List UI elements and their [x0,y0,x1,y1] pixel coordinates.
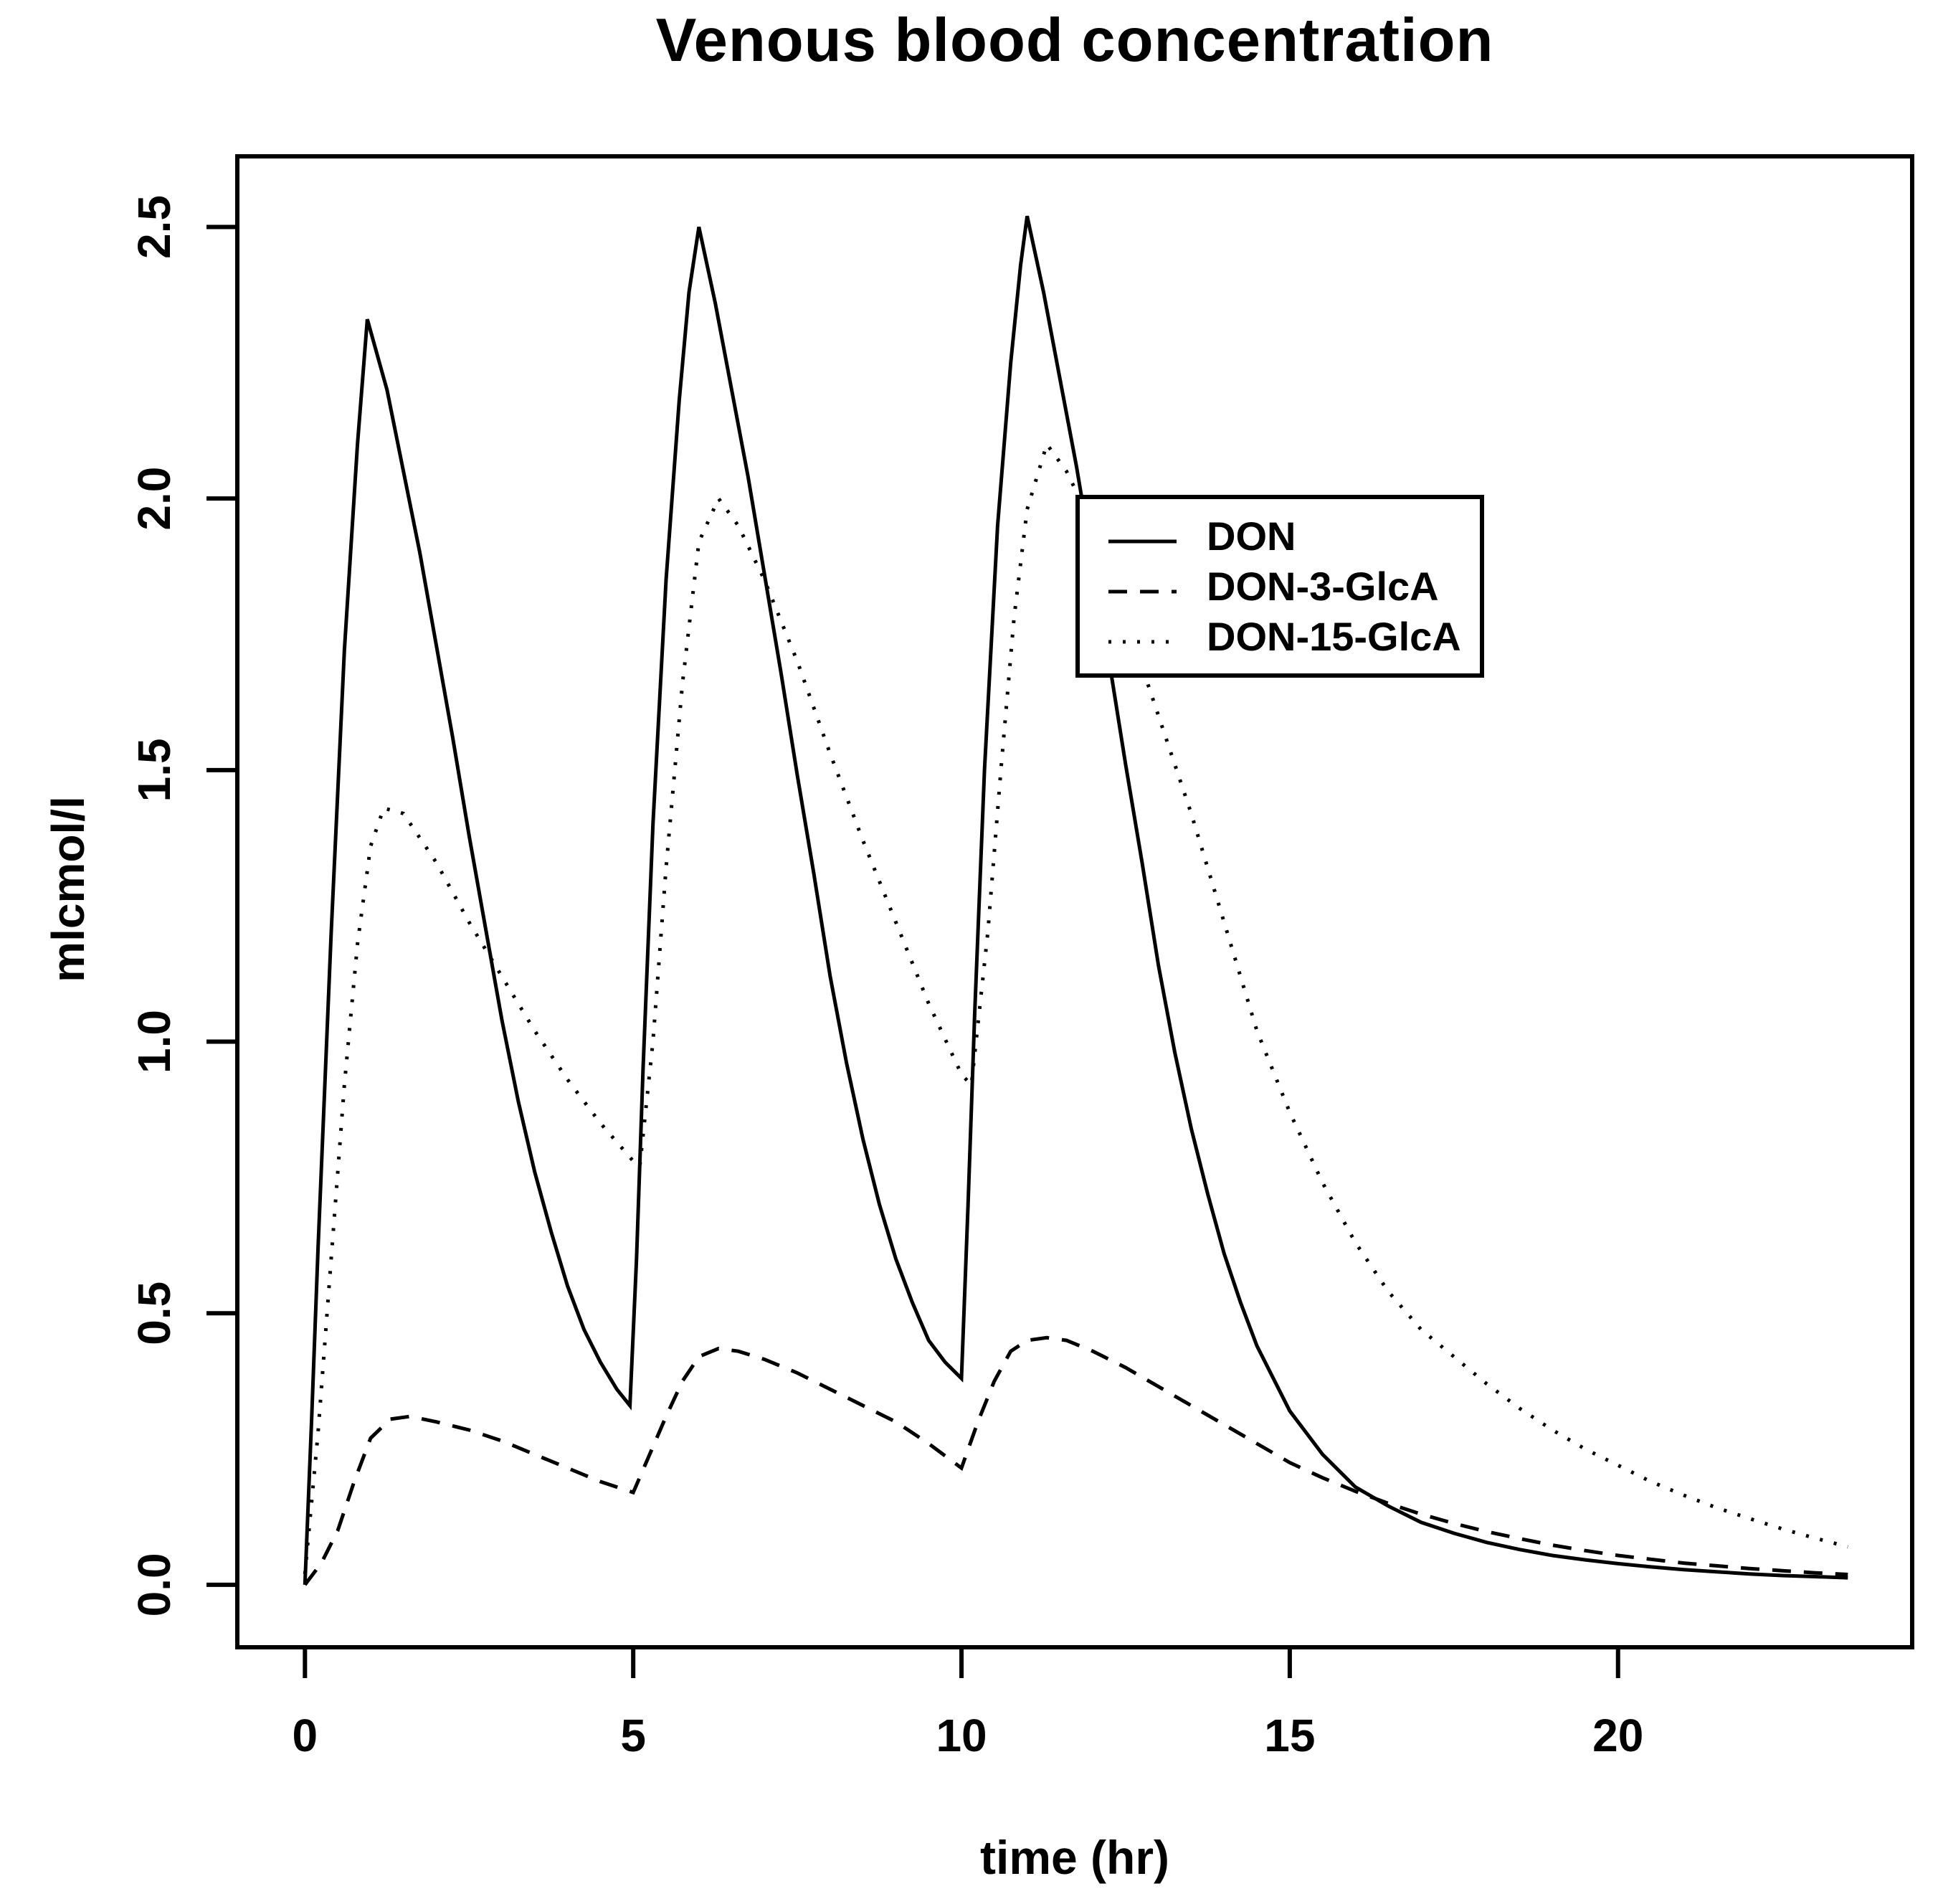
x-tick-label: 15 [1264,1710,1315,1761]
don-3-glca-dashed-line-sample [1108,584,1177,593]
don-solid-line-sample [1108,534,1177,543]
legend-label-don-15-glca: DON-15-GlcA [1207,613,1461,659]
y-tick-label: 0.5 [128,1282,180,1345]
don-15-glca-dotted-line-sample [1108,635,1177,643]
series-line-don-3-glca [303,1335,1848,1586]
legend-item-don: DON [1108,516,1480,556]
y-tick-label: 1.5 [128,738,180,802]
chart-title: Venous blood concentration [655,6,1494,75]
y-tick-label: 2.0 [128,467,180,531]
y-axis-label: mlcmol/l [42,796,94,982]
series-line-don [303,215,1848,1586]
x-tick-label: 5 [620,1710,646,1761]
x-tick-label: 10 [936,1710,987,1761]
plot-box-border [235,154,1914,1649]
legend-item-don-15-glca: DON-15-GlcA [1108,613,1480,659]
x-axis-label: time (hr) [980,1831,1169,1884]
legend-item-don-3-glca: DON-3-GlcA [1108,563,1480,609]
legend-label-don: DON [1207,513,1296,559]
legend-label-don-3-glca: DON-3-GlcA [1207,563,1439,609]
y-tick-label: 2.5 [128,195,180,259]
x-tick-label: 20 [1592,1710,1643,1761]
legend-box: DON DON-3-GlcA DON-15-GlcA [1075,495,1484,678]
y-tick-label: 1.0 [128,1010,180,1074]
y-tick-label: 0.0 [128,1553,180,1616]
x-tick-label: 0 [293,1710,318,1761]
